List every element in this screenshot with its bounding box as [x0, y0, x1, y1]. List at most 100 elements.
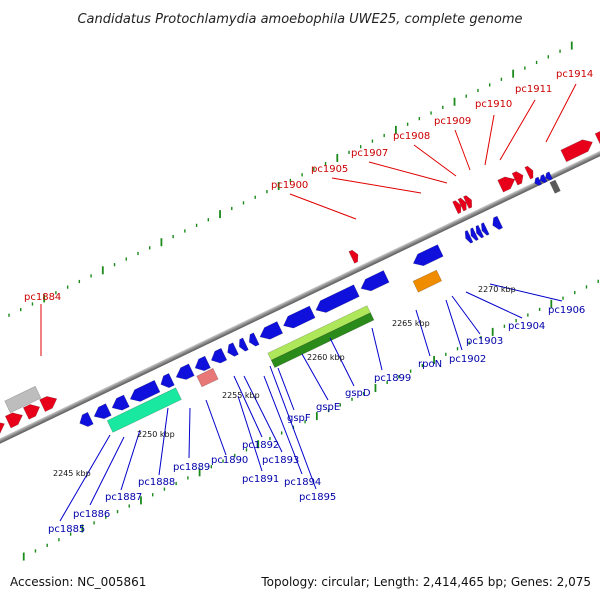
lower-gene-labels: pc1885 pc1886 pc1887 pc1888 pc1889 pc189… — [48, 305, 585, 535]
gene-label-pc1900[interactable]: pc1900 — [271, 180, 308, 191]
gene-label-pc1887[interactable]: pc1887 — [105, 492, 142, 503]
callout-line — [499, 99, 536, 161]
forward-gene-arrow — [497, 176, 516, 193]
gene-label-pc1911[interactable]: pc1911 — [515, 84, 552, 95]
callout-line — [489, 283, 563, 302]
callout-line — [269, 365, 317, 490]
reverse-gene-arrow — [480, 222, 490, 236]
callout-line — [205, 399, 227, 456]
reverse-gene-arrow — [129, 379, 161, 402]
reverse-gene-arrow — [248, 332, 260, 347]
gene-label-pc1904[interactable]: pc1904 — [508, 321, 545, 332]
gene-label-pc1886[interactable]: pc1886 — [73, 509, 110, 520]
reverse-gene-arrow — [175, 363, 195, 380]
forward-gene-arrow — [511, 171, 524, 186]
reverse-gene-arrow — [227, 342, 239, 357]
forward-gene-arrow — [457, 197, 467, 212]
forward-gene-arrow — [452, 200, 462, 215]
reverse-gene-arrow — [210, 347, 228, 364]
callout-line — [465, 291, 523, 319]
gene-label-pc1893[interactable]: pc1893 — [262, 455, 299, 466]
scale-labels: 2245 kbp 2250 kbp 2255 kbp 2260 kbp 2265… — [53, 285, 516, 478]
topology-summary: Topology: circular; Length: 2,414,465 bp… — [260, 575, 591, 589]
reverse-gene-arrow — [259, 321, 284, 340]
callout-line — [331, 177, 422, 194]
callout-line — [371, 327, 383, 371]
reverse-gene-arrow — [315, 284, 360, 313]
gene-label-pc1885[interactable]: pc1885 — [48, 524, 85, 535]
feature-track — [0, 131, 600, 434]
reverse-gene-arrow — [238, 337, 249, 352]
forward-gene-arrow — [4, 412, 23, 429]
callout-line — [59, 434, 111, 522]
callout-line — [451, 295, 481, 335]
reverse-gene-arrow — [539, 174, 548, 184]
scale-label: 2250 kbp — [137, 430, 175, 439]
gene-label-rpoN[interactable]: rpoN — [418, 359, 442, 370]
callout-line — [545, 83, 577, 143]
reverse-gene-arrow — [475, 224, 485, 239]
forward-gene-arrow — [560, 139, 593, 163]
gene-label-pc1910[interactable]: pc1910 — [475, 99, 512, 110]
upper-gene-labels: pc1884 pc1900 pc1905 pc1907 pc1908 pc190… — [24, 69, 593, 303]
callout-line — [301, 353, 329, 401]
forward-gene-arrow — [524, 165, 534, 180]
callout-line — [413, 144, 457, 177]
gene-label-pc1894[interactable]: pc1894 — [284, 477, 321, 488]
callout-lines — [40, 83, 577, 522]
reverse-gene-arrow — [93, 403, 112, 420]
grey-feature-box — [549, 179, 561, 194]
reverse-gene-arrow — [470, 227, 479, 241]
callout-line — [415, 309, 431, 357]
gene-label-pc1884[interactable]: pc1884 — [24, 292, 61, 303]
callout-line — [289, 193, 357, 220]
gene-label-pc1888[interactable]: pc1888 — [138, 477, 175, 488]
scale-label: 2270 kbp — [478, 285, 516, 294]
gene-label-pc1892[interactable]: pc1892 — [242, 440, 279, 451]
forward-gene-arrow — [462, 195, 473, 209]
gene-label-pc1914[interactable]: pc1914 — [556, 69, 593, 80]
genome-backbone — [0, 139, 600, 447]
reverse-gene-arrow — [492, 215, 504, 230]
gene-label-pc1903[interactable]: pc1903 — [466, 336, 503, 347]
reverse-gene-arrow — [360, 270, 390, 292]
gene-label-pc1902[interactable]: pc1902 — [449, 354, 486, 365]
pseudogene-box — [4, 385, 42, 414]
callout-line — [368, 161, 448, 184]
gene-label-pc1899[interactable]: pc1899 — [374, 373, 411, 384]
gene-label-pc1907[interactable]: pc1907 — [351, 148, 388, 159]
gene-label-gspE[interactable]: gspE — [316, 402, 340, 413]
callout-line — [188, 407, 191, 459]
callout-line — [454, 129, 471, 171]
reverse-gene-arrow — [464, 230, 474, 244]
scale-label: 2245 kbp — [53, 469, 91, 478]
gene-label-pc1905[interactable]: pc1905 — [311, 164, 348, 175]
gene-label-pc1889[interactable]: pc1889 — [173, 462, 210, 473]
gene-label-gspD[interactable]: gspD — [345, 388, 371, 399]
scale-label: 2260 kbp — [307, 353, 345, 362]
reverse-gene-arrow — [534, 176, 543, 186]
gene-label-pc1890[interactable]: pc1890 — [211, 455, 248, 466]
gene-label-pc1891[interactable]: pc1891 — [242, 474, 279, 485]
callout-line — [237, 395, 263, 472]
gene-label-pc1909[interactable]: pc1909 — [434, 116, 471, 127]
reverse-gene-arrow — [545, 171, 553, 181]
gene-label-pc1895[interactable]: pc1895 — [299, 492, 336, 503]
orange-feature-box — [412, 269, 443, 293]
map-title: Candidatus Protochlamydia amoebophila UW… — [77, 12, 522, 27]
callout-line — [329, 337, 355, 387]
tick-track-outer — [8, 41, 573, 317]
forward-gene-arrow — [0, 422, 5, 434]
accession-text: Accession: NC_005861 — [10, 575, 146, 589]
gene-label-pc1908[interactable]: pc1908 — [393, 131, 430, 142]
reverse-gene-arrow — [160, 372, 175, 389]
reverse-gene-arrow — [111, 394, 130, 411]
reverse-gene-arrow — [412, 244, 444, 267]
forward-gene-arrow — [22, 404, 41, 420]
gene-label-gspF[interactable]: gspF — [287, 413, 311, 424]
gene-label-pc1906[interactable]: pc1906 — [548, 305, 585, 316]
scale-label: 2255 kbp — [222, 391, 260, 400]
callout-line — [120, 429, 141, 491]
callout-line — [233, 375, 263, 438]
callout-line — [484, 114, 495, 166]
